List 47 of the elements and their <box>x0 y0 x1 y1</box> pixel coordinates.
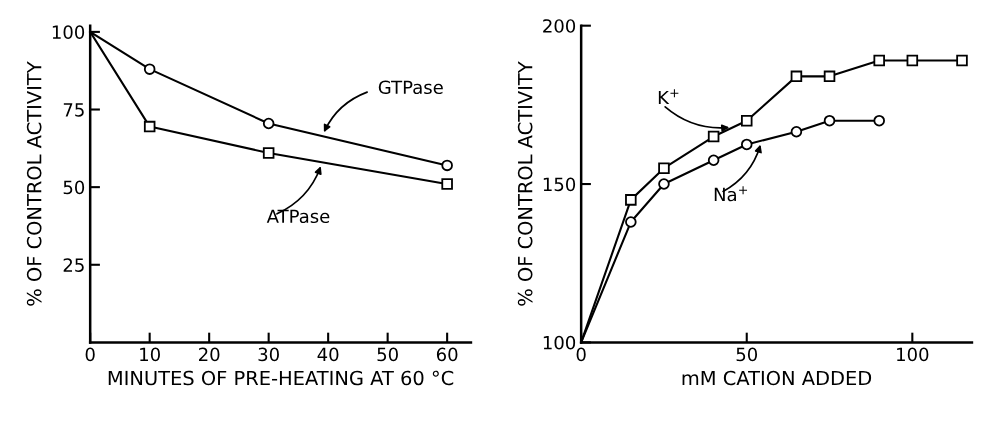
y-axis-title: % OF CONTROL ACTIVITY <box>517 61 533 306</box>
y-tick-label: 100 <box>52 25 85 40</box>
x-tick-label: 0 <box>85 347 95 362</box>
point <box>262 117 275 130</box>
point <box>823 70 836 83</box>
text: GTPase <box>378 80 443 95</box>
y-tick-label: 200 <box>543 19 576 33</box>
x-axis-title: mM CATION ADDED <box>682 370 872 386</box>
point <box>790 70 803 83</box>
point <box>625 216 637 228</box>
x-tick-label: 50 <box>736 347 758 362</box>
y-tick-label: 100 <box>543 335 576 350</box>
x-tick-label: 50 <box>377 347 398 362</box>
point <box>873 114 885 127</box>
point <box>707 154 720 167</box>
x-tick-label: 10 <box>140 347 160 362</box>
x-tick-label: 60 <box>436 347 458 362</box>
point <box>956 54 968 67</box>
point <box>873 54 885 67</box>
x-tick-label: 100 <box>897 347 929 362</box>
point <box>790 126 803 138</box>
point <box>740 114 753 127</box>
point <box>441 159 453 172</box>
point <box>143 120 156 133</box>
point <box>143 63 156 75</box>
point <box>707 130 720 143</box>
x-tick-label: 20 <box>199 347 220 362</box>
y-tick-label: 150 <box>543 177 576 192</box>
point <box>823 114 836 127</box>
y-axis-title: % OF CONTROL ACTIVITY <box>26 61 42 306</box>
x-axis-title: MINUTES OF PRE-HEATING AT 60 °C <box>108 370 454 386</box>
text: K$^{+}$ <box>658 89 679 105</box>
point <box>262 147 275 159</box>
x-tick-label: 0 <box>576 347 586 362</box>
text: ATPase <box>266 209 330 224</box>
y-tick-label: 25 <box>63 258 84 272</box>
y-tick-label: 50 <box>63 180 85 195</box>
point <box>658 162 670 174</box>
point <box>441 178 453 190</box>
point <box>906 54 919 67</box>
x-tick-label: 30 <box>258 347 279 362</box>
point <box>625 194 637 206</box>
point <box>658 178 670 190</box>
point <box>740 138 753 151</box>
y-tick-label: 75 <box>63 103 84 117</box>
x-tick-label: 40 <box>317 347 339 362</box>
series-label: Na$^{+}$ <box>714 186 748 202</box>
